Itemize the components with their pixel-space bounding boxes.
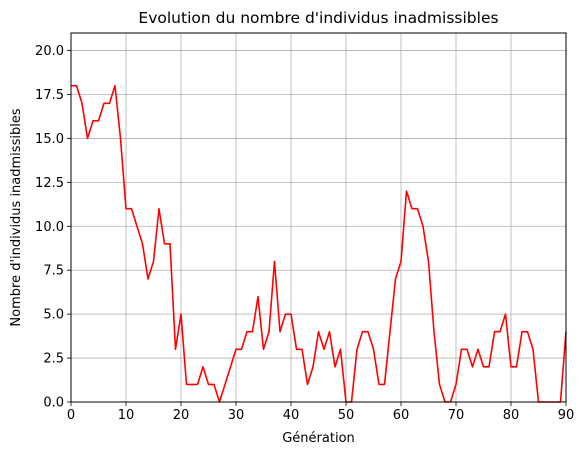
x-tick-label: 0 [67, 408, 75, 423]
x-tick-label: 90 [558, 408, 575, 423]
y-tick-label: 20.0 [35, 44, 64, 59]
y-axis-label: Nombre d'individus inadmissibles [9, 108, 24, 326]
x-tick-label: 20 [173, 408, 190, 423]
x-tick-label: 50 [338, 408, 355, 423]
series-line [71, 84, 567, 403]
y-tick-label: 10.0 [35, 220, 64, 235]
y-tick-label: 7.5 [43, 264, 64, 279]
y-tick-label: 12.5 [35, 176, 64, 191]
chart-title: Evolution du nombre d'individus inadmiss… [138, 9, 498, 27]
x-tick-label: 60 [393, 408, 410, 423]
y-axis: 0.0 2.5 5.0 7.5 10.0 12.5 15.0 17.5 20.0 [35, 44, 71, 411]
plot-frame [70, 32, 567, 403]
x-tick-label: 80 [503, 408, 520, 423]
x-axis-label: Génération [282, 431, 355, 446]
series-layer [71, 84, 567, 403]
y-tick-label: 0.0 [43, 396, 64, 411]
x-tick-label: 70 [448, 408, 465, 423]
y-tick-label: 5.0 [43, 308, 64, 323]
y-tick-label: 2.5 [43, 352, 64, 367]
y-tick-label: 15.0 [35, 132, 64, 147]
x-tick-label: 30 [228, 408, 245, 423]
x-tick-label: 10 [118, 408, 135, 423]
x-tick-label: 40 [283, 408, 300, 423]
x-axis: 0 10 20 30 40 50 60 70 80 90 [67, 402, 574, 423]
y-tick-label: 17.5 [35, 88, 64, 103]
